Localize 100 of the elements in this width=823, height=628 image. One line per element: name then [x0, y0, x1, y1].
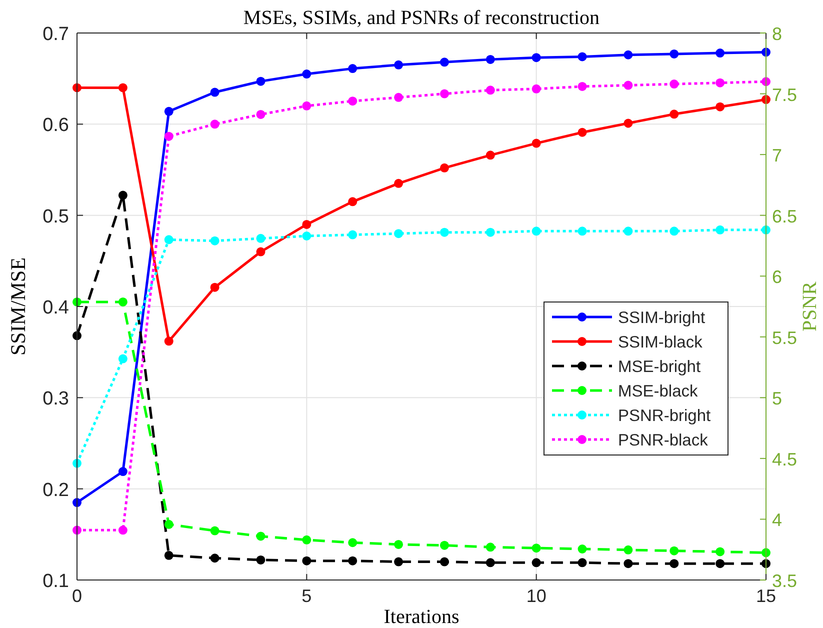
legend-label: MSE-black	[618, 382, 699, 400]
point	[486, 558, 495, 568]
point	[716, 48, 725, 58]
point	[394, 229, 404, 238]
point	[210, 88, 220, 97]
point	[440, 228, 449, 237]
point	[624, 50, 633, 60]
y2-tick-label: 5.5	[772, 328, 798, 348]
y-tick-label: 0.6	[42, 115, 69, 136]
point	[302, 220, 312, 229]
point	[624, 118, 633, 128]
point	[578, 226, 587, 236]
chart-title: MSEs, SSIMs, and PSNRs of reconstruction	[243, 7, 600, 29]
point	[348, 64, 358, 74]
y-tick-label: 0.4	[42, 298, 70, 318]
point	[256, 532, 266, 541]
point	[348, 538, 358, 548]
point	[118, 83, 128, 92]
point	[164, 106, 174, 116]
point	[486, 542, 495, 552]
point	[394, 557, 404, 566]
point	[624, 545, 633, 554]
point	[716, 102, 725, 112]
y-tick-label: 0.3	[42, 388, 69, 410]
point	[670, 226, 679, 236]
y-tick-label: 0.7	[42, 24, 69, 45]
point	[486, 228, 495, 237]
point	[578, 82, 587, 91]
legend-label: SSIM-bright	[618, 309, 706, 327]
y-axis-title: SSIM/MSE	[6, 257, 30, 356]
point	[670, 80, 679, 89]
x-tick-label: 10	[526, 586, 546, 606]
y-tick-label: 0.1	[42, 571, 69, 592]
point	[256, 76, 266, 86]
point	[348, 230, 358, 240]
y2-tick-label: 4.5	[772, 449, 798, 470]
point	[348, 197, 358, 206]
point	[578, 52, 587, 62]
point	[394, 178, 404, 188]
point	[716, 78, 725, 88]
y2-tick-label: 6.5	[772, 206, 798, 226]
y2-tick-label: 8	[772, 24, 782, 44]
point	[164, 520, 174, 529]
point	[670, 559, 679, 568]
x-axis-title: Iterations	[384, 606, 460, 628]
point	[394, 92, 404, 102]
point	[302, 556, 312, 566]
y2-axis-title: PSNR	[799, 280, 821, 332]
point	[394, 60, 404, 70]
y2-tick-label: 6	[772, 267, 782, 288]
point	[532, 53, 541, 62]
point	[164, 132, 174, 141]
point	[394, 540, 404, 549]
y-tick-label: 0.5	[42, 206, 69, 228]
point	[670, 546, 679, 556]
point	[256, 234, 266, 243]
point	[440, 163, 449, 172]
point	[532, 138, 541, 148]
point	[256, 555, 266, 564]
point	[210, 236, 220, 246]
point	[624, 226, 633, 236]
point	[118, 297, 128, 306]
legend-label: PSNR-black	[618, 432, 709, 450]
y2-tick-label: 4	[772, 510, 782, 530]
point	[440, 557, 449, 566]
point	[118, 190, 128, 200]
point	[348, 96, 358, 106]
point	[486, 54, 495, 64]
point	[302, 535, 312, 544]
y2-tick-label: 7.5	[772, 84, 798, 105]
point	[302, 232, 312, 240]
point	[624, 80, 633, 90]
point	[486, 86, 495, 95]
point	[670, 110, 679, 119]
point	[164, 550, 174, 560]
point	[440, 540, 449, 550]
y2-tick-label: 7	[772, 146, 782, 166]
point	[210, 282, 220, 292]
point	[118, 467, 128, 476]
point	[716, 225, 725, 234]
point	[210, 526, 220, 536]
point	[256, 110, 266, 119]
point	[532, 84, 541, 94]
point	[256, 247, 266, 256]
y2-tick-label: 5	[772, 388, 782, 409]
point	[348, 556, 358, 566]
point	[716, 547, 725, 556]
point	[486, 150, 495, 160]
point	[164, 336, 174, 346]
point	[302, 70, 312, 79]
point	[302, 101, 312, 110]
point	[164, 235, 174, 244]
point	[210, 554, 220, 563]
point	[210, 120, 220, 129]
point	[440, 58, 449, 67]
x-tick-label: 5	[302, 586, 312, 606]
point	[118, 354, 128, 364]
x-tick-label: 0	[72, 586, 82, 606]
legend-label: PSNR-bright	[618, 407, 712, 425]
legend-label: MSE-bright	[618, 358, 701, 376]
